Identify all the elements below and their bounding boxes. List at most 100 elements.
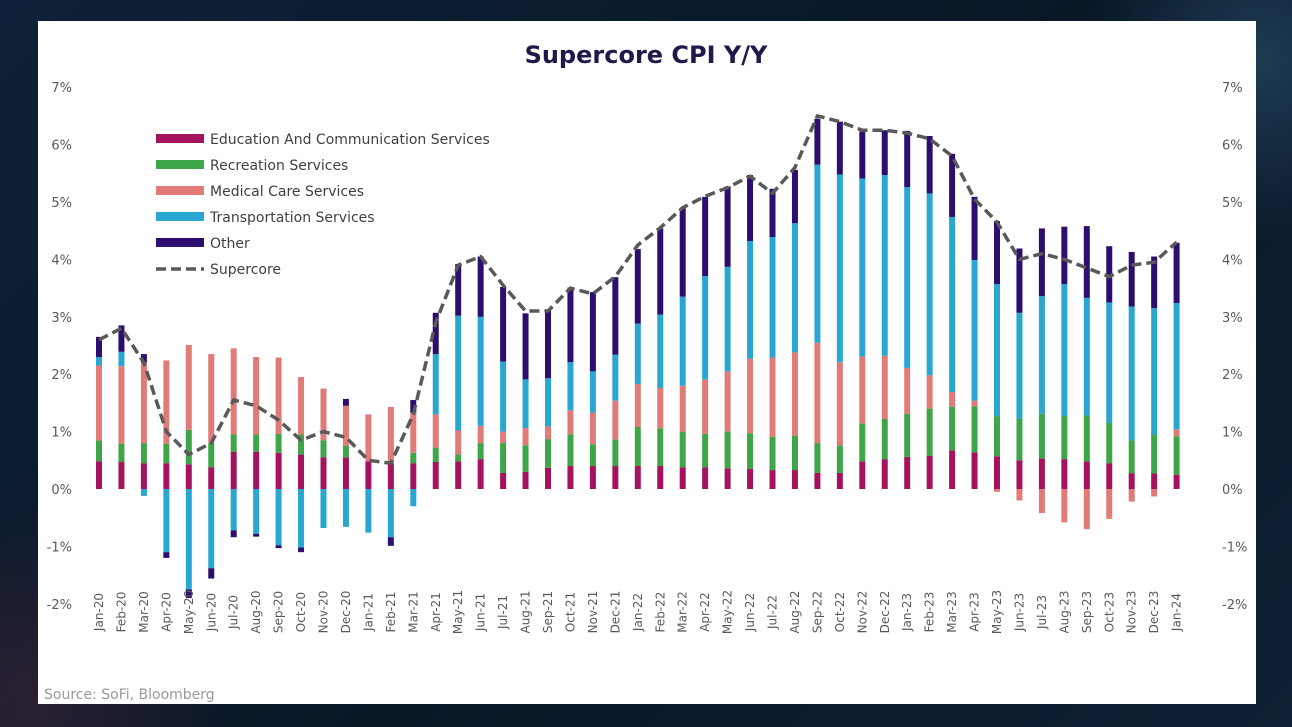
bar-segment	[949, 153, 956, 217]
bar-segment	[1128, 306, 1135, 441]
bar-segment	[814, 472, 821, 489]
bar-segment	[1061, 226, 1068, 285]
x-tick-label: Nov-23	[1125, 591, 1139, 634]
bar-segment	[140, 443, 147, 464]
bar-segment	[1016, 460, 1023, 489]
y-tick-label-right: 0%	[1222, 483, 1243, 498]
bar-segment	[1106, 302, 1113, 423]
bar-segment	[275, 545, 282, 549]
bar-segment	[342, 405, 349, 446]
y-tick-label-right: 6%	[1222, 139, 1243, 154]
bar-segment	[365, 414, 372, 462]
legend-label: Medical Care Services	[210, 184, 364, 200]
bar-segment	[881, 130, 888, 176]
bar-segment	[1016, 248, 1023, 313]
bar-segment	[298, 547, 305, 553]
bar-segment	[298, 434, 305, 455]
x-tick-label: Oct-20	[294, 592, 308, 632]
x-tick-label: Aug-21	[519, 590, 533, 633]
x-tick-label: Nov-21	[586, 591, 600, 634]
bar-segment	[365, 489, 372, 533]
bar-segment	[679, 467, 686, 489]
x-tick-label: Apr-23	[968, 592, 982, 632]
x-tick-label: Aug-22	[788, 590, 802, 633]
bar-segment	[208, 489, 215, 569]
bar-segment	[410, 412, 417, 453]
bar-segment	[500, 443, 507, 473]
bar-segment	[791, 352, 798, 436]
bar-segment	[612, 439, 619, 467]
bar-segment	[455, 315, 462, 431]
x-tick-label: Jul-23	[1035, 595, 1049, 630]
bar-segment	[657, 387, 664, 429]
bar-segment	[545, 426, 551, 440]
bar-segment	[230, 530, 237, 538]
x-tick-label: Aug-20	[249, 590, 263, 633]
bar-segment	[904, 367, 911, 414]
y-tick-label-right: -2%	[1222, 598, 1247, 613]
y-tick-label-left: 0%	[51, 483, 72, 498]
chart-panel	[38, 21, 1256, 704]
bar-segment	[208, 568, 215, 579]
legend-swatch	[156, 186, 204, 195]
bar-segment	[432, 462, 439, 489]
bar-segment	[185, 429, 192, 465]
bar-segment	[657, 466, 664, 489]
x-tick-label: May-21	[451, 590, 465, 634]
bar-segment	[522, 379, 529, 429]
bar-segment	[612, 466, 619, 489]
bar-segment	[477, 256, 484, 317]
bar-segment	[477, 316, 484, 426]
x-tick-label: Oct-21	[563, 592, 577, 632]
supercore-line	[98, 114, 1178, 465]
bar-segment	[298, 454, 305, 489]
bar-segment	[589, 371, 596, 413]
bar-segment	[118, 325, 125, 352]
bar-segment	[1173, 303, 1180, 430]
x-tick-label: Jun-20	[204, 593, 218, 632]
bar-segment	[769, 237, 776, 358]
bar-segment	[702, 433, 709, 468]
bar-segment	[1106, 463, 1113, 489]
x-tick-label: Feb-23	[923, 592, 937, 633]
bar-segment	[859, 131, 866, 179]
bar-segment	[702, 467, 709, 489]
bar-segment	[589, 444, 596, 467]
bar-segment	[836, 121, 843, 175]
bar-segment	[477, 425, 484, 444]
x-axis: Jan-20 Feb-20 Mar-20 Apr-20 May-20 Jun-20 Jul-…	[92, 590, 1184, 634]
bar-segment	[1061, 416, 1068, 460]
bar-segment	[702, 379, 709, 434]
x-tick-label: May-23	[990, 590, 1004, 634]
legend-label: Supercore	[210, 262, 281, 278]
bar-segment	[904, 130, 911, 188]
bar-segment	[769, 436, 776, 471]
bar-segment	[163, 443, 170, 464]
bar-segment	[1106, 246, 1113, 303]
bar-segment	[1016, 312, 1023, 419]
bar-segment	[926, 193, 933, 376]
x-tick-label: Jan-20	[92, 593, 106, 632]
bar-segment	[545, 378, 551, 427]
x-tick-label: Mar-23	[945, 591, 959, 632]
bar-segment	[994, 456, 1000, 489]
x-tick-label: Nov-22	[855, 591, 869, 634]
bar-segment	[455, 454, 462, 462]
bar-segment	[949, 216, 956, 392]
bar-segment	[881, 355, 888, 419]
bar-segment	[342, 445, 349, 458]
bar-segment	[1173, 474, 1180, 489]
bar-segment	[791, 169, 798, 224]
bar-segment	[836, 362, 843, 446]
bar-segment	[1016, 489, 1023, 501]
bar-segment	[1151, 434, 1158, 474]
bar-segment	[679, 431, 686, 468]
x-tick-label: Jan-24	[1170, 593, 1184, 632]
bar-segment	[1128, 489, 1135, 502]
bar-segment	[904, 456, 911, 489]
bar-segment	[163, 360, 170, 444]
bar-segment	[545, 467, 551, 489]
bar-segment	[1128, 473, 1135, 489]
x-tick-label: Mar-21	[406, 591, 420, 632]
x-tick-label: Dec-23	[1147, 591, 1161, 634]
